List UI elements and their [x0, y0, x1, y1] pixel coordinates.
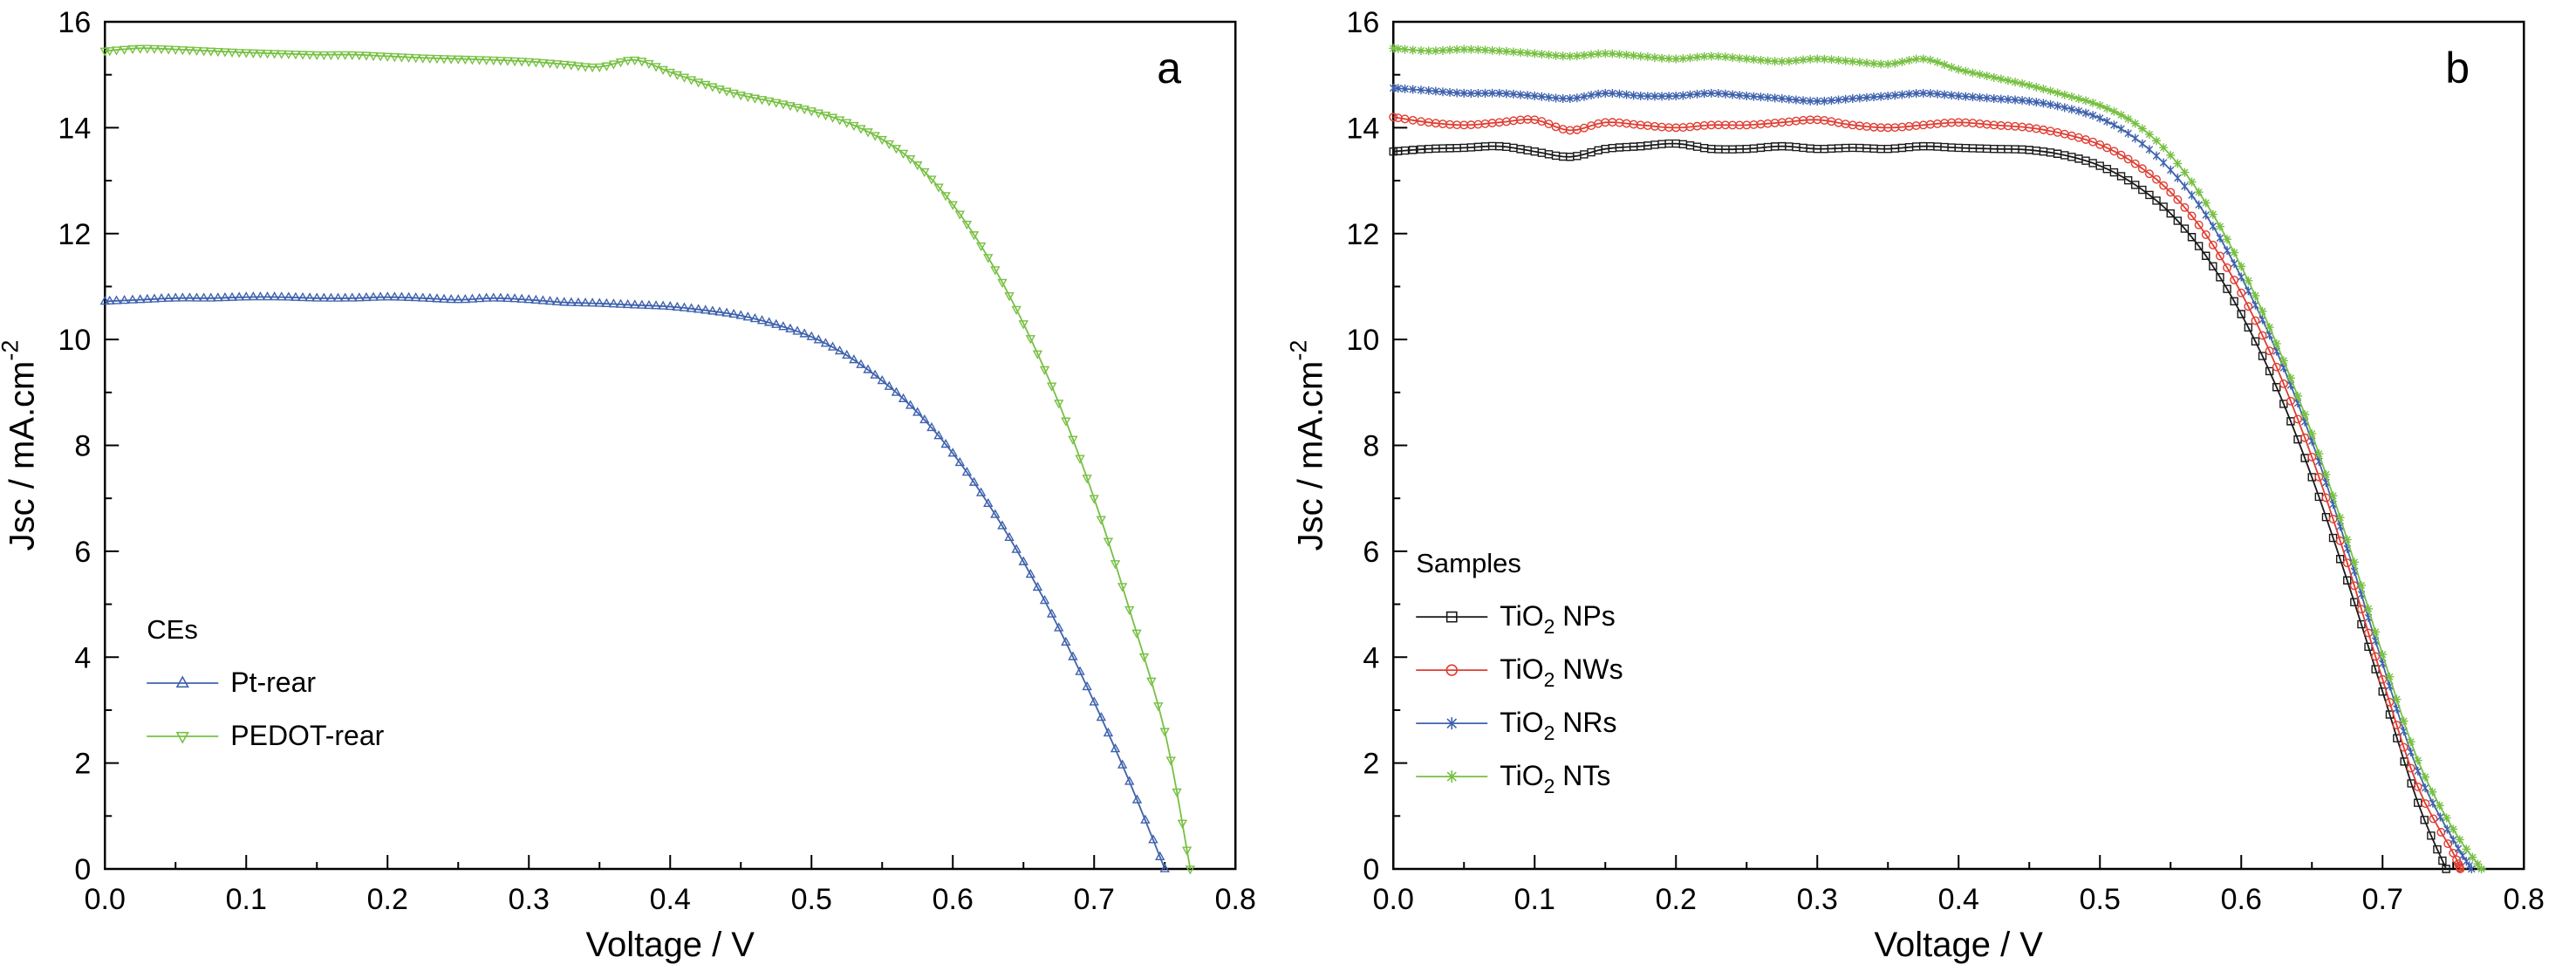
x-tick-label: 0.3: [1796, 883, 1837, 916]
x-tick-label: 0.0: [1372, 883, 1413, 916]
series-markers: [1389, 139, 2450, 873]
x-axis-title: Voltage / V: [1874, 926, 2043, 964]
series-line: [1392, 87, 2472, 870]
y-tick-label: 6: [1363, 536, 1379, 569]
x-tick-label: 0.1: [1513, 883, 1554, 916]
x-tick-label: 0.7: [2361, 883, 2402, 916]
x-tick-label: 0.8: [1215, 883, 1256, 916]
legend-label: TiO2 NWs: [1500, 653, 1623, 691]
legend-label: PEDOT-rear: [230, 720, 384, 751]
series-TiO2-NWs: [1388, 113, 2464, 873]
x-tick-label: 0.4: [1937, 883, 1978, 916]
y-tick-label: 6: [74, 536, 91, 569]
x-tick-label: 0.5: [2079, 883, 2120, 916]
legend-label: Pt-rear: [230, 667, 316, 698]
legend-marker-x-star: [1445, 717, 1457, 730]
jv-chart-panel-a: 0.0 0.1 0.2 0.3 0.4 0.5 0.6 0.7 0.8 0 2 4 6 8 10 12 14 16…: [0, 6, 1256, 964]
y-axis-title: Jsc / mA.cm-2: [0, 340, 41, 551]
legend-marker-triangle-up: [175, 675, 189, 688]
x-tick-label: 0.2: [367, 883, 408, 916]
legend: CEs Pt-rear PEDOT-rear: [147, 614, 385, 751]
legend-marker-asterisk: [1445, 770, 1458, 783]
legend-marker-circle: [1445, 664, 1458, 676]
y-tick-label: 4: [74, 641, 91, 674]
x-tick-label: 0.0: [85, 883, 126, 916]
legend-marker-triangle-down: [175, 731, 189, 744]
y-tick-label: 8: [1363, 430, 1379, 463]
series-markers: [1389, 83, 2476, 873]
y-tick-label: 10: [58, 324, 91, 357]
x-axis-title: Voltage / V: [586, 926, 755, 964]
x-tick-label: 0.1: [226, 883, 267, 916]
legend-title: Samples: [1416, 548, 1521, 578]
y-tick-label: 12: [58, 218, 91, 251]
x-tick-label: 0.5: [791, 883, 832, 916]
series-markers: [99, 44, 1196, 875]
series-TiO2-NTs: [1388, 44, 2486, 873]
x-tick-label: 0.8: [2503, 883, 2544, 916]
tick-labels: 0.0 0.1 0.2 0.3 0.4 0.5 0.6 0.7 0.8 0 2 4 6 8 10 12 14 16: [1346, 6, 2544, 916]
y-tick-label: 2: [74, 748, 91, 781]
legend: Samples TiO2 NPs TiO2 NWs TiO2 NRs TiO2 NTs: [1415, 548, 1623, 797]
y-tick-label: 14: [1346, 112, 1379, 145]
series-markers: [99, 291, 1170, 872]
panel-a: 0.0 0.1 0.2 0.3 0.4 0.5 0.6 0.7 0.8 0 2 4 6 8 10 12 14 16…: [0, 6, 1256, 964]
panel-letter: b: [2445, 44, 2470, 92]
series-Pt-rear: [99, 291, 1170, 872]
tick-labels: 0.0 0.1 0.2 0.3 0.4 0.5 0.6 0.7 0.8 0 2 4 6 8 10 12 14 16: [58, 6, 1255, 916]
x-tick-label: 0.6: [933, 883, 974, 916]
legend-label: TiO2 NPs: [1500, 600, 1616, 638]
series-PEDOT-rear: [99, 44, 1196, 875]
y-tick-label: 0: [1363, 853, 1379, 886]
y-tick-label: 12: [1346, 218, 1379, 251]
legend-label: TiO2 NTs: [1500, 760, 1610, 797]
x-tick-label: 0.7: [1074, 883, 1115, 916]
series-line: [1392, 116, 2461, 870]
y-tick-label: 10: [1346, 324, 1379, 357]
series-markers: [1388, 44, 2486, 873]
axis-ticks: [104, 21, 1237, 870]
panel-b: 0.0 0.1 0.2 0.3 0.4 0.5 0.6 0.7 0.8 0 2 4 6 8 10 12 14 16…: [1288, 0, 2576, 978]
series-line: [105, 296, 1166, 870]
panel-letter: a: [1157, 44, 1181, 92]
y-tick-label: 0: [74, 853, 91, 886]
jv-chart-panel-b: 0.0 0.1 0.2 0.3 0.4 0.5 0.6 0.7 0.8 0 2 4 6 8 10 12 14 16…: [1288, 6, 2545, 964]
legend-label: TiO2 NRs: [1500, 707, 1616, 744]
legend-marker-square: [1445, 611, 1458, 623]
y-tick-label: 4: [1363, 641, 1379, 674]
y-tick-label: 16: [1346, 6, 1379, 39]
x-tick-label: 0.3: [509, 883, 550, 916]
x-tick-label: 0.6: [2220, 883, 2261, 916]
axis-ticks: [1391, 21, 2525, 870]
y-tick-label: 2: [1363, 748, 1379, 781]
x-tick-label: 0.2: [1655, 883, 1696, 916]
y-tick-label: 16: [58, 6, 91, 39]
legend-title: CEs: [147, 614, 198, 645]
y-axis-title: Jsc / mA.cm-2: [1288, 340, 1329, 551]
series-TiO2-NPs: [1389, 139, 2450, 873]
y-tick-label: 8: [74, 430, 91, 463]
series-line: [1392, 142, 2447, 870]
y-tick-label: 14: [58, 112, 91, 145]
series-TiO2-NRs: [1389, 83, 2476, 873]
axes-box: [1391, 20, 2525, 871]
series-markers: [1388, 113, 2464, 873]
x-tick-label: 0.4: [650, 883, 691, 916]
